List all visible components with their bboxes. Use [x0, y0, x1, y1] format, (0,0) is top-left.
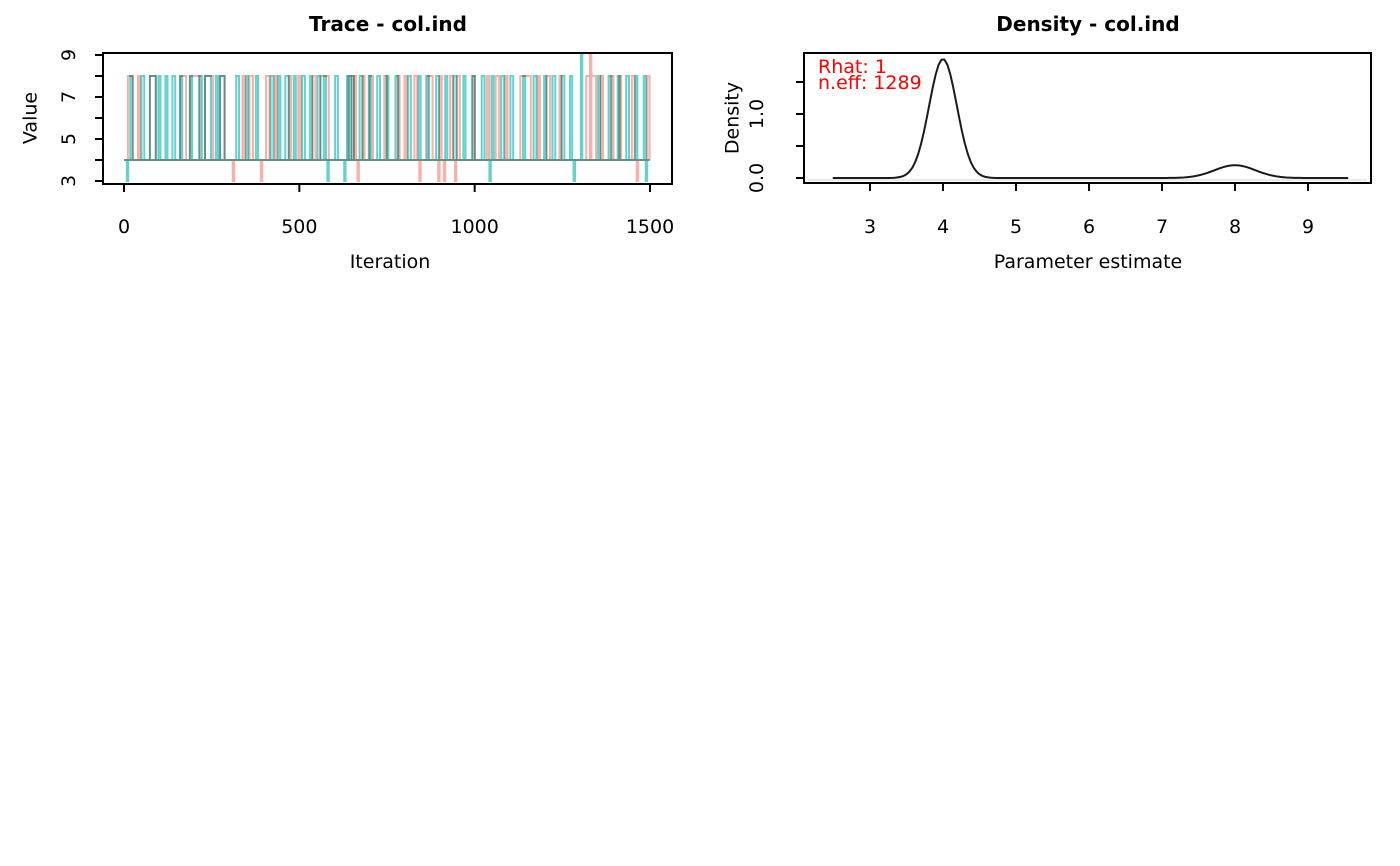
- trace-y-tick-label: 9: [58, 49, 80, 61]
- trace-x-tick-label: 500: [281, 216, 317, 238]
- density-plot-title: Density - col.ind: [996, 12, 1180, 36]
- trace-y-tick-label: 5: [58, 133, 80, 145]
- trace-plot-title: Trace - col.ind: [309, 12, 467, 36]
- density-y-axis-label: Density: [721, 81, 744, 155]
- density-x-tick-label: 4: [937, 216, 949, 238]
- trace-y-tick-label: 7: [58, 91, 80, 103]
- density-y-tick-label: 1.0: [746, 99, 768, 129]
- trace-chain-2-line: [124, 54, 650, 182]
- density-curve: [832, 58, 1349, 179]
- density-x-tick-label: 5: [1010, 216, 1022, 238]
- rhat-annotation: Rhat: 1: [818, 56, 887, 78]
- trace-x-axis-label: Iteration: [349, 251, 431, 273]
- trace-plot-box: [102, 52, 673, 185]
- density-plot-box: [803, 52, 1372, 184]
- density-x-axis-label: Parameter estimate: [993, 251, 1183, 273]
- density-x-tick-label: 6: [1083, 216, 1095, 238]
- trace-y-axis-label: Value: [19, 91, 42, 145]
- density-y-tick-label: 0.0: [746, 163, 768, 193]
- density-x-tick-label: 3: [864, 216, 876, 238]
- trace-x-tick-label: 0: [118, 216, 130, 238]
- density-x-tick-label: 8: [1229, 216, 1241, 238]
- plots-svg: 0 500 1000 1500 3 5 7 9 3 4 5 6 7 8 9 0.0 1.0: [58, 49, 1372, 238]
- n-eff-annotation: n.eff: 1289: [818, 72, 922, 94]
- trace-x-tick-label: 1500: [626, 216, 674, 238]
- trace-x-tick-label: 1000: [450, 216, 498, 238]
- density-x-tick-label: 9: [1302, 216, 1314, 238]
- trace-y-tick-label: 3: [58, 175, 80, 187]
- density-x-tick-label: 7: [1156, 216, 1168, 238]
